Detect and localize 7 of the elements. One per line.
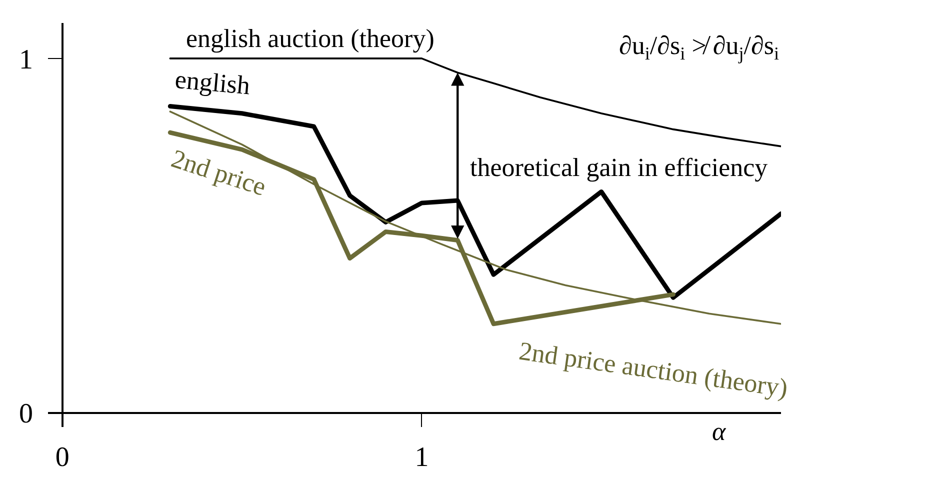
series-label: english auction (theory) bbox=[186, 24, 434, 53]
x-axis-title: α bbox=[712, 417, 727, 446]
text: 2nd price bbox=[168, 144, 270, 202]
text: 2nd price auction (theory) bbox=[517, 336, 790, 403]
annotation: theoretical gain in efficiency bbox=[470, 153, 768, 182]
annotation: ∂u$_{i}$/∂s$_{i}$ ≯ ∂u$_{j}$/∂s$_{i}$ bbox=[619, 31, 780, 64]
series-label: english bbox=[174, 64, 252, 100]
